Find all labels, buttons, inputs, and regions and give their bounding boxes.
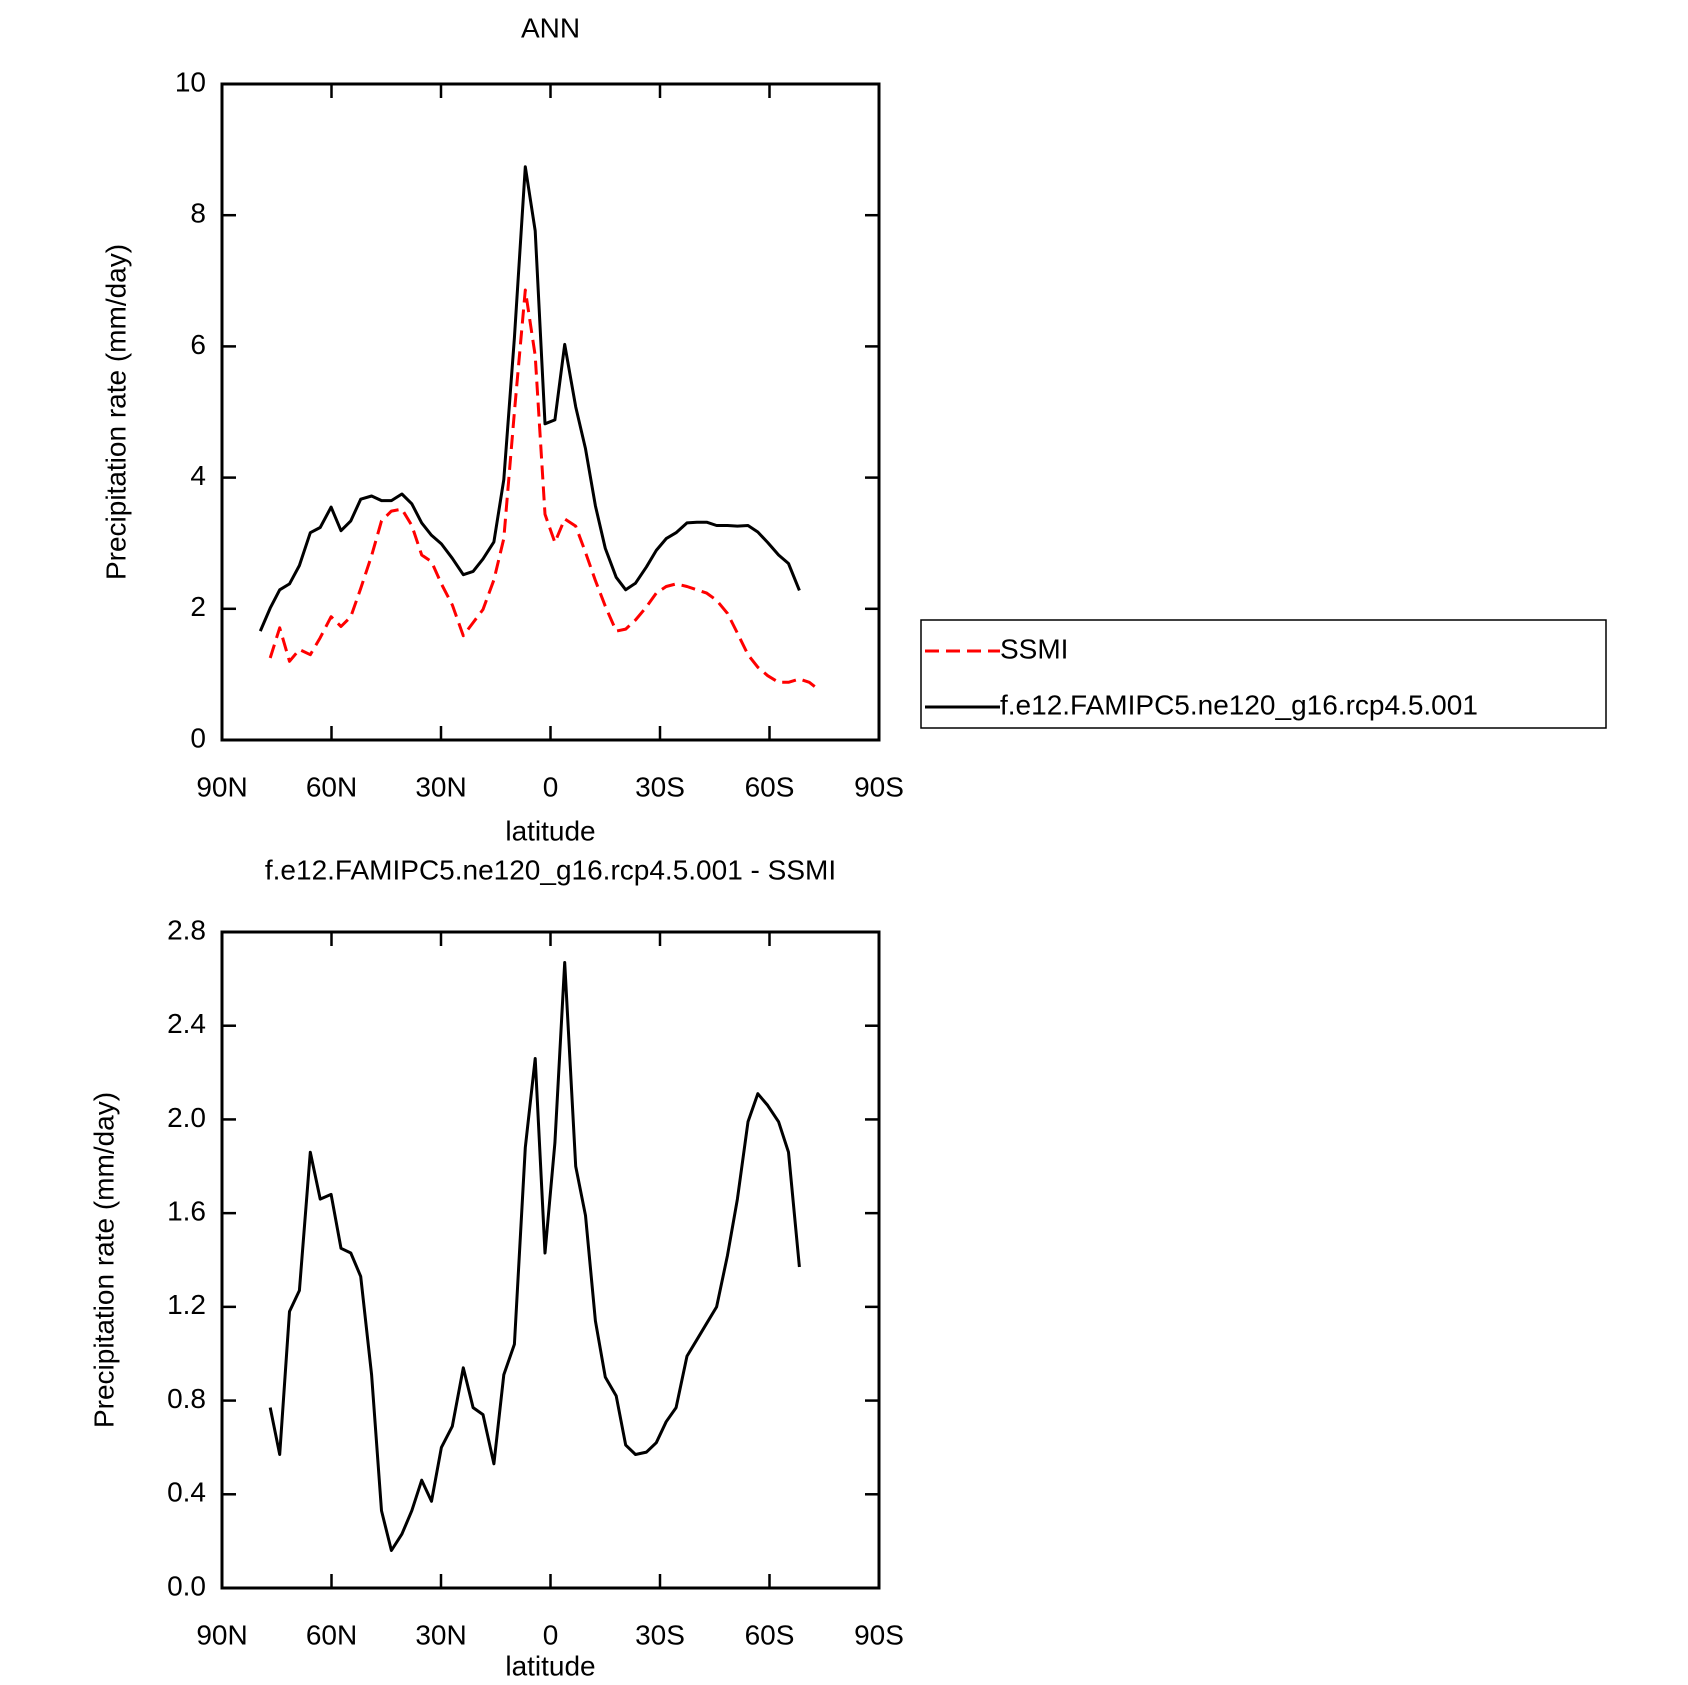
plot-frame [220, 82, 881, 742]
x-tick-label: 0 [543, 771, 559, 802]
y-axis-label: Precipitation rate (mm/day) [100, 244, 131, 580]
y-tick-label: 0.8 [167, 1383, 206, 1414]
legend-label: f.e12.FAMIPC5.ne120_g16.rcp4.5.001 [1000, 689, 1478, 720]
y-tick-label: 8 [190, 198, 206, 229]
y-tick-label: 4 [190, 460, 206, 491]
data-line [268, 288, 822, 692]
y-tick-label: 1.6 [167, 1196, 206, 1227]
chart-title: ANN [521, 12, 580, 43]
x-tick-label: 60N [306, 771, 357, 802]
y-tick-label: 2.0 [167, 1102, 206, 1133]
data-line [258, 165, 801, 632]
x-axis-label: latitude [505, 815, 595, 846]
x-tick-label: 30N [415, 771, 466, 802]
x-tick-label: 90S [854, 771, 904, 802]
x-tick-label: 30S [635, 1619, 685, 1650]
y-tick-label: 2.4 [167, 1008, 206, 1039]
y-tick-label: 2 [190, 591, 206, 622]
x-tick-label: 90N [196, 1619, 247, 1650]
x-tick-label: 60S [745, 771, 795, 802]
x-tick-label: 30S [635, 771, 685, 802]
y-tick-label: 2.8 [167, 914, 206, 945]
y-tick-label: 1.2 [167, 1289, 206, 1320]
x-axis-label: latitude [505, 1650, 595, 1681]
data-line [268, 961, 801, 1552]
legend-box [920, 619, 1607, 729]
legend-label: SSMI [1000, 633, 1068, 664]
x-tick-label: 90N [196, 771, 247, 802]
y-tick-label: 0.4 [167, 1477, 206, 1508]
y-axis-label: Precipitation rate (mm/day) [88, 1092, 119, 1428]
x-tick-label: 90S [854, 1619, 904, 1650]
plot-frame [220, 930, 881, 1590]
y-tick-label: 0 [190, 722, 206, 753]
y-tick-label: 6 [190, 329, 206, 360]
x-tick-label: 60S [745, 1619, 795, 1650]
x-tick-label: 30N [415, 1619, 466, 1650]
y-tick-label: 10 [175, 66, 206, 97]
x-tick-label: 60N [306, 1619, 357, 1650]
chart-title: f.e12.FAMIPC5.ne120_g16.rcp4.5.001 - SSM… [265, 854, 836, 885]
y-tick-label: 0.0 [167, 1570, 206, 1601]
x-tick-label: 0 [543, 1619, 559, 1650]
